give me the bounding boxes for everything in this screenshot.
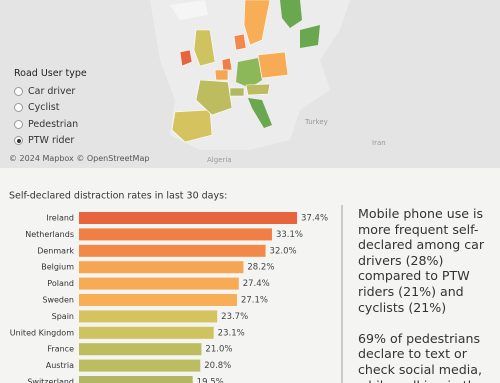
filter-title: Road User type (14, 68, 87, 79)
bar (79, 212, 298, 224)
country (248, 98, 272, 128)
value-label: 27.1% (241, 296, 268, 306)
bar (79, 310, 218, 323)
map-country (171, 109, 213, 143)
map-country (245, 83, 271, 96)
map-country (195, 79, 233, 116)
bar (79, 244, 266, 257)
country (300, 25, 320, 48)
road-user-filter: Road User type Car driver Cyclist Pedestri… (14, 68, 87, 149)
value-label: 19.5% (197, 378, 224, 383)
bar (79, 376, 193, 383)
radio-button (14, 103, 23, 113)
chart-title: Self-declared distraction rates in last … (9, 191, 227, 202)
category-label: Spain (52, 312, 74, 321)
radio-option[interactable]: Pedestrian (14, 116, 87, 133)
map-country (257, 51, 289, 79)
radio-option[interactable]: Car driver (14, 83, 87, 100)
text-panel: Mobile phone use is more frequent self-d… (358, 206, 498, 383)
place-label: Turkey (305, 118, 328, 126)
divider (341, 205, 343, 383)
country (280, 0, 302, 28)
bar (79, 228, 272, 241)
category-label: Austria (46, 361, 74, 370)
radio-label: Pedestrian (28, 118, 79, 130)
paragraph: Mobile phone use is more frequent self-d… (358, 206, 485, 315)
map-canvas (150, 0, 350, 150)
radio-button (14, 86, 23, 96)
category-label: Denmark (37, 246, 74, 255)
value-label: 33.1% (276, 230, 303, 240)
land (170, 0, 208, 20)
map-credit: © 2024 Mapbox © OpenStreetMap (9, 154, 150, 163)
value-label: 37.4% (301, 214, 328, 224)
category-label: United Kingdom (10, 328, 74, 337)
map-country (229, 87, 245, 97)
map-country (243, 0, 271, 46)
category-label: Ireland (46, 214, 74, 223)
radio-label: Car driver (28, 85, 76, 97)
radio-option[interactable]: Cyclist (14, 100, 87, 117)
radio-label: Cyclist (28, 102, 60, 114)
value-label: 28.2% (247, 263, 274, 273)
radio-label: PTW rider (28, 135, 75, 147)
paragraph: 69% of pedestrians declare to text or ch… (358, 330, 483, 383)
value-label: 32.0% (270, 246, 297, 256)
bar (79, 294, 237, 306)
place-label: Algeria (207, 156, 232, 164)
category-label: Poland (47, 279, 74, 288)
map-country (214, 69, 229, 81)
category-label: Belgium (41, 263, 74, 272)
bar (79, 359, 201, 372)
category-label: France (47, 345, 74, 354)
bar-chart: Self-declared distraction rates in last … (9, 191, 328, 383)
bar (79, 326, 214, 339)
map-country (233, 33, 247, 51)
category-label: Sweden (42, 296, 74, 305)
map-country (179, 49, 193, 67)
map: Road User type Car driver Cyclist Pedestri… (0, 0, 500, 168)
radio-button (14, 136, 23, 146)
country (236, 58, 262, 88)
value-label: 23.1% (218, 328, 245, 338)
bar (79, 343, 202, 356)
radio-option[interactable]: PTW rider (14, 133, 87, 150)
map-country (193, 29, 216, 67)
category-label: Netherlands (25, 230, 74, 239)
bar (79, 277, 239, 290)
category-label: Switzerland (27, 378, 74, 383)
radio-button (14, 119, 23, 129)
value-label: 21.0% (205, 345, 232, 355)
value-label: 20.8% (204, 361, 231, 371)
value-label: 23.7% (221, 312, 248, 322)
bar (79, 261, 244, 274)
map-country (221, 57, 233, 71)
value-label: 27.4% (243, 279, 270, 289)
place-label: Iran (372, 139, 386, 147)
